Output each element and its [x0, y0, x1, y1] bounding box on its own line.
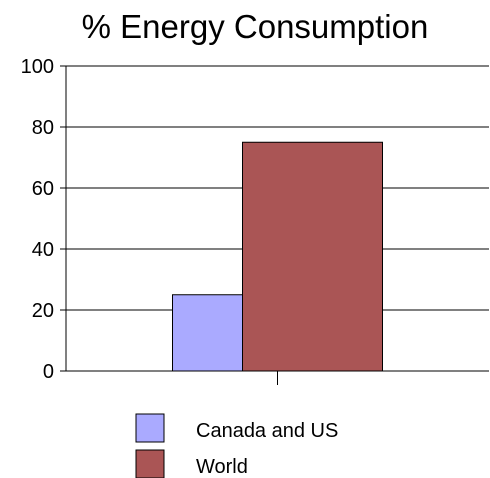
- y-tick-label: 60: [32, 178, 54, 200]
- y-tick-label: 20: [32, 300, 54, 322]
- bar-world: [242, 141, 383, 372]
- legend-swatch: [135, 413, 165, 443]
- y-tick-label: 0: [43, 361, 54, 383]
- legend-label: World: [196, 456, 248, 478]
- chart-title: % Energy Consumption: [82, 8, 429, 45]
- y-tick-label: 80: [32, 117, 54, 139]
- legend-swatch: [135, 449, 165, 478]
- axes: [60, 66, 489, 385]
- legend: Canada and US World: [135, 413, 338, 478]
- y-tick-label: 40: [32, 239, 54, 261]
- legend-label: Canada and US: [196, 420, 338, 442]
- y-axis-ticks: 0 20 40 60 80 100: [21, 56, 66, 383]
- bar-canada-and-us: [172, 294, 243, 372]
- bars: [172, 141, 383, 372]
- y-tick-label: 100: [21, 56, 54, 78]
